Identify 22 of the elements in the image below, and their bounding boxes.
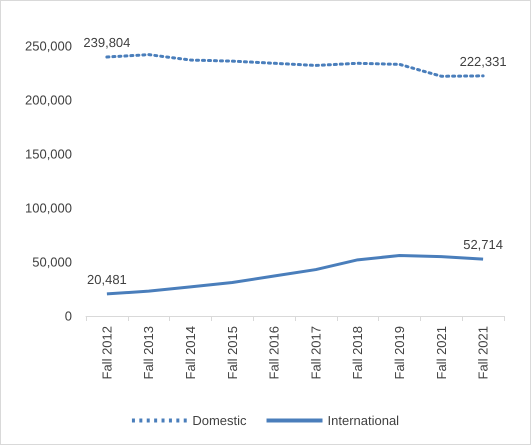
data-label: 222,331	[460, 54, 507, 69]
x-tick-label: Fall 2015	[224, 326, 240, 380]
y-tick-label: 0	[64, 308, 72, 324]
y-tick-label: 250,000	[25, 38, 72, 54]
y-tick-label: 150,000	[25, 146, 72, 162]
y-tick-label: 50,000	[32, 254, 72, 270]
x-tick-label: Fall 2012	[99, 326, 114, 380]
data-label: 20,481	[87, 272, 127, 287]
x-tick-label: Fall 2021	[476, 326, 491, 380]
x-tick-label: Fall 2014	[183, 326, 198, 380]
y-tick-label: 200,000	[25, 92, 72, 108]
x-tick-label: Fall 2021	[434, 326, 449, 380]
data-label: 52,714	[463, 237, 503, 252]
data-label: 239,804	[83, 35, 130, 50]
x-tick-label: Fall 2017	[308, 326, 324, 380]
x-tick-label: Fall 2016	[266, 326, 282, 380]
legend-label: Domestic	[192, 413, 248, 428]
legend-label: International	[328, 413, 400, 428]
y-tick-label: 100,000	[25, 200, 72, 216]
x-tick-label: Fall 2013	[141, 326, 156, 380]
x-tick-label: Fall 2019	[392, 326, 407, 380]
x-tick-label: Fall 2018	[350, 326, 366, 380]
